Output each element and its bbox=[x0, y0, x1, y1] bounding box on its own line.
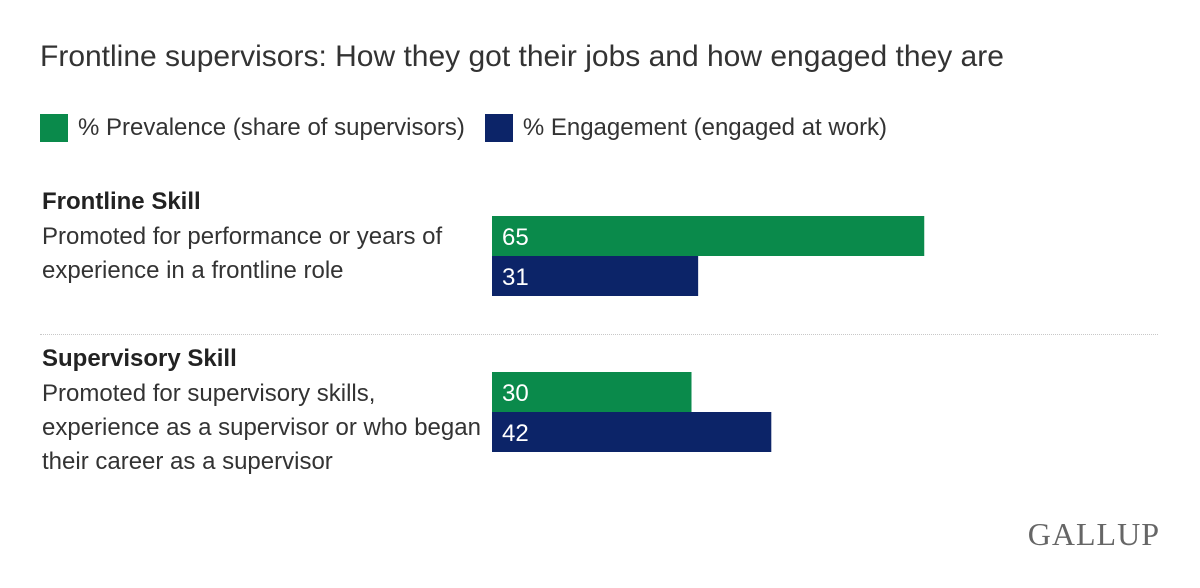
legend-swatch-prevalence bbox=[40, 114, 68, 142]
bar-frontline-prevalence bbox=[492, 216, 925, 256]
bar-label-supervisory-engagement: 42 bbox=[502, 420, 529, 447]
legend-swatch-engagement bbox=[484, 114, 513, 142]
group-divider bbox=[40, 334, 1158, 335]
legend-label-prevalence: % Prevalence (share of supervisors) bbox=[78, 114, 465, 141]
group-description-supervisory: Promoted for supervisory skills, experie… bbox=[42, 380, 481, 475]
bar-supervisory-prevalence bbox=[492, 372, 692, 412]
gallup-logo: GALLUP bbox=[1027, 516, 1160, 552]
group-description-frontline: Promoted for performance or years of exp… bbox=[42, 223, 443, 284]
group-heading-supervisory: Supervisory Skill bbox=[42, 345, 237, 372]
legend: % Prevalence (share of supervisors) % En… bbox=[40, 114, 907, 142]
bar-label-frontline-prevalence: 65 bbox=[502, 224, 529, 251]
legend-label-engagement: % Engagement (engaged at work) bbox=[522, 114, 888, 141]
chart-title: Frontline supervisors: How they got thei… bbox=[40, 40, 1004, 73]
group-heading-frontline: Frontline Skill bbox=[42, 188, 201, 215]
legend-item-engagement: % Engagement (engaged at work) bbox=[484, 114, 888, 142]
bar-label-frontline-engagement: 31 bbox=[502, 264, 529, 291]
legend-item-prevalence: % Prevalence (share of supervisors) bbox=[40, 114, 465, 142]
bar-supervisory-engagement bbox=[492, 412, 772, 452]
bar-frontline-engagement bbox=[492, 256, 699, 296]
bar-label-supervisory-prevalence: 30 bbox=[502, 380, 529, 407]
